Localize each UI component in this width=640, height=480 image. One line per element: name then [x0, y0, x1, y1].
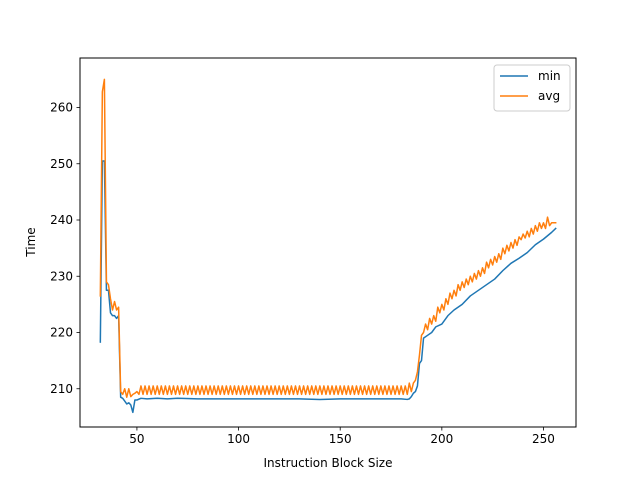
plot-area	[99, 78, 557, 414]
x-axis: 50 100 150 200 250	[129, 427, 555, 446]
legend: min avg	[493, 64, 571, 112]
plot-frame	[79, 57, 577, 428]
y-axis: 210 220 230 240 250 260	[50, 101, 80, 396]
x-tick-label: 150	[329, 432, 352, 446]
legend-label-min: min	[538, 69, 561, 83]
series-line-avg	[99, 78, 557, 398]
legend-label-avg: avg	[538, 89, 560, 103]
x-tick-label: 200	[430, 432, 453, 446]
x-tick-label: 250	[532, 432, 555, 446]
y-tick-label: 230	[50, 269, 73, 283]
x-tick-label: 100	[227, 432, 250, 446]
y-tick-label: 260	[50, 101, 73, 115]
y-tick-label: 240	[50, 213, 73, 227]
y-axis-label: Time	[24, 227, 38, 257]
y-tick-label: 210	[50, 382, 73, 396]
x-axis-label: Instruction Block Size	[264, 456, 393, 470]
y-tick-label: 220	[50, 326, 73, 340]
x-tick-label: 50	[129, 432, 144, 446]
y-tick-label: 250	[50, 157, 73, 171]
series-line-min	[99, 160, 557, 414]
